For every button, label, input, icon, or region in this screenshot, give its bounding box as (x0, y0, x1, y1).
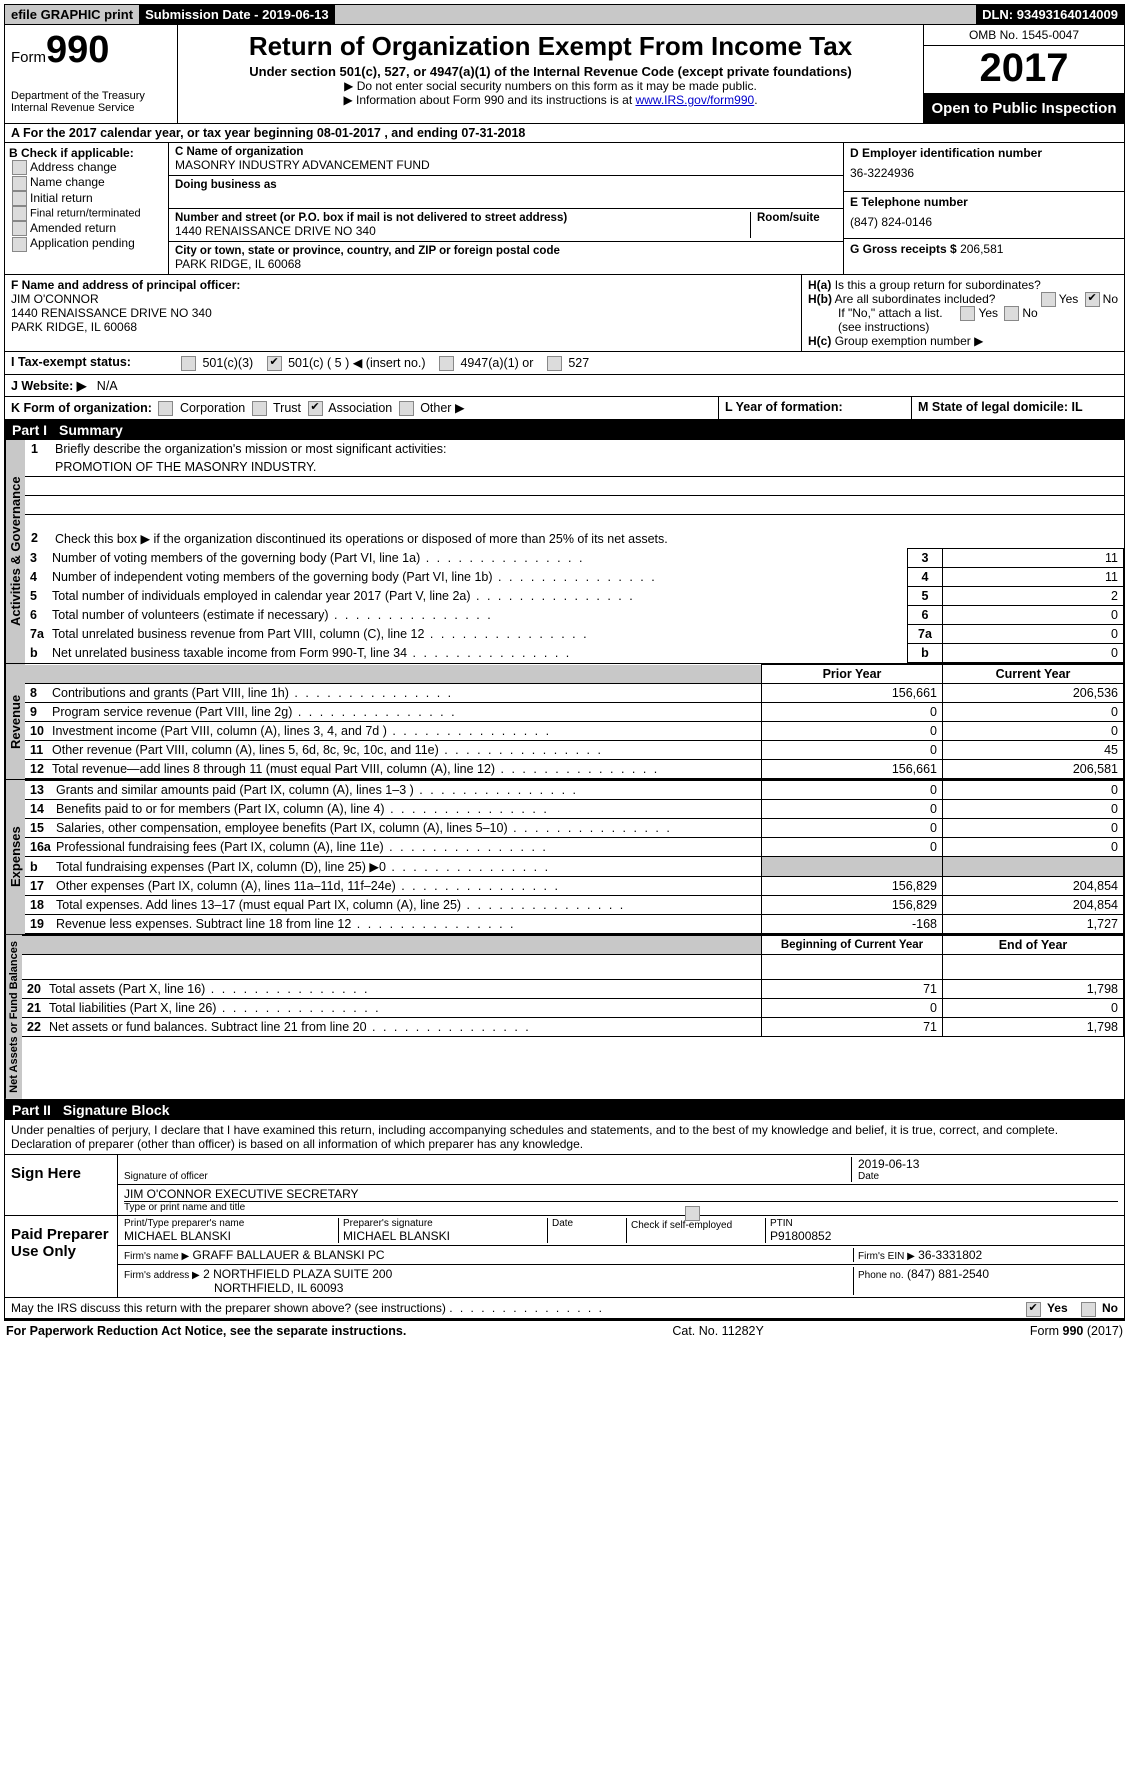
col-b: B Check if applicable: Address change Na… (5, 143, 169, 274)
officer-name: JIM O'CONNOR (11, 292, 795, 306)
preparer-sig: MICHAEL BLANSKI (343, 1229, 543, 1243)
tab-netassets: Net Assets or Fund Balances (5, 935, 22, 1099)
block-netassets: Net Assets or Fund Balances Beginning of… (4, 935, 1125, 1100)
form-subtitle: Under section 501(c), 527, or 4947(a)(1)… (184, 64, 917, 79)
info-note: ▶ Information about Form 990 and its ins… (184, 93, 917, 107)
form-number: Form990 (11, 29, 171, 72)
f-h-row: F Name and address of principal officer:… (4, 275, 1125, 352)
block-ag: Activities & Governance 1Briefly describ… (4, 440, 1125, 664)
sig-date: 2019-06-13 (858, 1157, 1118, 1171)
chk-name[interactable]: Name change (9, 175, 164, 190)
efile-label: efile GRAPHIC print (5, 5, 139, 24)
chk-pending[interactable]: Application pending (9, 236, 164, 251)
form-title: Return of Organization Exempt From Incom… (184, 31, 917, 62)
preparer-name: MICHAEL BLANSKI (124, 1229, 334, 1243)
firm-name: GRAFF BALLAUER & BLANSKI PC (193, 1248, 385, 1262)
chk-initial[interactable]: Initial return (9, 191, 164, 206)
expenses-table: 13Grants and similar amounts paid (Part … (25, 780, 1124, 934)
part1-header: Part I Summary (4, 420, 1125, 440)
top-bar: efile GRAPHIC print Submission Date - 20… (4, 4, 1125, 25)
firm-addr2: NORTHFIELD, IL 60093 (124, 1281, 853, 1295)
tab-expenses: Expenses (5, 780, 25, 934)
paid-preparer-label: Paid Preparer Use Only (5, 1216, 118, 1297)
tab-revenue: Revenue (5, 664, 25, 779)
discuss-row: May the IRS discuss this return with the… (5, 1297, 1124, 1318)
col-c: C Name of organization MASONRY INDUSTRY … (169, 143, 843, 274)
block-expenses: Expenses 13Grants and similar amounts pa… (4, 780, 1125, 935)
section-a: A For the 2017 calendar year, or tax yea… (4, 124, 1125, 143)
page-footer: For Paperwork Reduction Act Notice, see … (4, 1321, 1125, 1341)
chk-address[interactable]: Address change (9, 160, 164, 175)
irs-link[interactable]: www.IRS.gov/form990 (635, 93, 754, 107)
col-h: H(a) Is this a group return for subordin… (802, 275, 1124, 351)
block-revenue: Revenue Prior YearCurrent Year8Contribut… (4, 664, 1125, 780)
summary-table: 3Number of voting members of the governi… (25, 548, 1124, 663)
officer-addr1: 1440 RENAISSANCE DRIVE NO 340 (11, 306, 795, 320)
sign-here-label: Sign Here (5, 1155, 118, 1215)
dept-treasury: Department of the Treasury (11, 90, 171, 102)
firm-addr1: 2 NORTHFIELD PLAZA SUITE 200 (203, 1267, 392, 1281)
perjury-text: Under penalties of perjury, I declare th… (5, 1120, 1124, 1154)
tax-year: 2017 (924, 46, 1124, 94)
org-city: PARK RIDGE, IL 60068 (175, 257, 837, 271)
revenue-table: Prior YearCurrent Year8Contributions and… (25, 664, 1124, 779)
row-j: J Website: ▶ N/A (4, 375, 1125, 397)
phone: (847) 824-0146 (850, 215, 1118, 229)
form-header: Form990 Department of the Treasury Inter… (4, 25, 1125, 124)
open-inspection: Open to Public Inspection (924, 94, 1124, 123)
chk-amended[interactable]: Amended return (9, 221, 164, 236)
netassets-table: Beginning of Current YearEnd of Year20To… (22, 935, 1124, 1037)
org-street: 1440 RENAISSANCE DRIVE NO 340 (175, 224, 750, 238)
mission: PROMOTION OF THE MASONRY INDUSTRY. (25, 458, 1124, 477)
firm-phone: (847) 881-2540 (907, 1267, 989, 1281)
ssn-note: ▶ Do not enter social security numbers o… (184, 79, 917, 93)
org-info-grid: B Check if applicable: Address change Na… (4, 143, 1125, 275)
ein: 36-3224936 (850, 166, 1118, 180)
submission-date: Submission Date - 2019-06-13 (139, 5, 335, 24)
signature-block: Under penalties of perjury, I declare th… (4, 1120, 1125, 1319)
col-d: D Employer identification number 36-3224… (843, 143, 1124, 274)
firm-ein: 36-3331802 (918, 1248, 982, 1262)
row-i: I Tax-exempt status: 501(c)(3) 501(c) ( … (4, 352, 1125, 375)
irs-label: Internal Revenue Service (11, 102, 171, 114)
part2-header: Part II Signature Block (4, 1100, 1125, 1120)
chk-final[interactable]: Final return/terminated (9, 206, 164, 221)
row-klm: K Form of organization: Corporation Trus… (4, 397, 1125, 420)
gross-receipts: 206,581 (960, 242, 1003, 256)
org-name: MASONRY INDUSTRY ADVANCEMENT FUND (175, 158, 837, 172)
ptin: P91800852 (770, 1229, 1114, 1243)
omb-number: OMB No. 1545-0047 (924, 25, 1124, 46)
dln: DLN: 93493164014009 (976, 5, 1124, 24)
officer-addr2: PARK RIDGE, IL 60068 (11, 320, 795, 334)
officer-name-title: JIM O'CONNOR EXECUTIVE SECRETARY (124, 1187, 1118, 1202)
tab-ag: Activities & Governance (5, 440, 25, 663)
